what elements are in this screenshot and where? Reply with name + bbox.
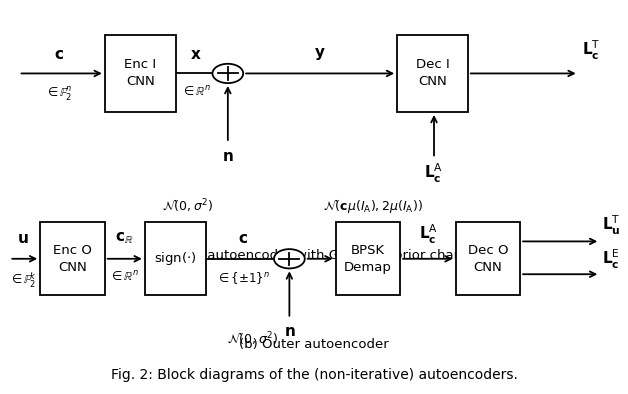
Text: $\mathcal{N}(\mathbf{c}\mu(I_{\mathrm{A}}),2\mu(I_{\mathrm{A}}))$: $\mathcal{N}(\mathbf{c}\mu(I_{\mathrm{A}… [323, 197, 423, 215]
Circle shape [212, 64, 243, 83]
Text: $\in\{\pm1\}^n$: $\in\{\pm1\}^n$ [215, 270, 269, 286]
Text: $\mathbf{y}$: $\mathbf{y}$ [315, 46, 326, 62]
Text: Enc O
CNN: Enc O CNN [53, 244, 92, 274]
Text: $\mathbf{c}$: $\mathbf{c}$ [53, 47, 63, 62]
Text: $\in\mathbb{F}_2^k$: $\in\mathbb{F}_2^k$ [9, 270, 36, 290]
Text: $\in\mathbb{F}_2^n$: $\in\mathbb{F}_2^n$ [45, 85, 72, 102]
Text: $\mathcal{N}(0,\sigma^2)$: $\mathcal{N}(0,\sigma^2)$ [227, 330, 278, 348]
FancyBboxPatch shape [105, 35, 176, 112]
Circle shape [274, 249, 305, 268]
Text: $\mathbf{L}_{\mathbf{c}}^{\mathrm{T}}$: $\mathbf{L}_{\mathbf{c}}^{\mathrm{T}}$ [582, 39, 600, 62]
Text: $\mathbf{u}$: $\mathbf{u}$ [17, 231, 29, 246]
FancyBboxPatch shape [145, 222, 207, 296]
Text: $\in\mathbb{R}^n$: $\in\mathbb{R}^n$ [109, 270, 139, 284]
FancyBboxPatch shape [40, 222, 105, 296]
Text: $\mathcal{N}(0,\sigma^2)$: $\mathcal{N}(0,\sigma^2)$ [162, 197, 214, 215]
Text: $\mathbf{L}_{\mathbf{c}}^{\mathrm{A}}$: $\mathbf{L}_{\mathbf{c}}^{\mathrm{A}}$ [419, 223, 438, 246]
Text: $\mathbf{L}_{\mathbf{c}}^{\mathrm{A}}$: $\mathbf{L}_{\mathbf{c}}^{\mathrm{A}}$ [425, 162, 443, 186]
Text: Dec I
CNN: Dec I CNN [416, 58, 450, 88]
Text: (a) Inner autoencoder with Gaussian prior channel: (a) Inner autoencoder with Gaussian prio… [146, 249, 482, 262]
Text: $\mathbf{L}_{\mathbf{u}}^{\mathrm{T}}$: $\mathbf{L}_{\mathbf{u}}^{\mathrm{T}}$ [602, 214, 620, 237]
Text: $\in\mathbb{R}^n$: $\in\mathbb{R}^n$ [181, 85, 211, 99]
Text: Dec O
CNN: Dec O CNN [468, 244, 508, 274]
Text: $\mathbf{n}$: $\mathbf{n}$ [284, 324, 295, 339]
Text: $\mathbf{x}$: $\mathbf{x}$ [190, 47, 202, 62]
Text: Fig. 2: Block diagrams of the (non-iterative) autoencoders.: Fig. 2: Block diagrams of the (non-itera… [111, 368, 517, 382]
Text: (b) Outer autoencoder: (b) Outer autoencoder [239, 338, 389, 351]
Text: $\mathbf{n}$: $\mathbf{n}$ [222, 149, 234, 164]
FancyBboxPatch shape [455, 222, 520, 296]
Text: $\mathbf{c}_{\mathbb{R}}$: $\mathbf{c}_{\mathbb{R}}$ [115, 231, 134, 246]
Text: Enc I
CNN: Enc I CNN [124, 58, 156, 88]
FancyBboxPatch shape [335, 222, 400, 296]
Text: sign($\cdot$): sign($\cdot$) [154, 250, 197, 267]
FancyBboxPatch shape [397, 35, 468, 112]
Text: $\mathbf{c}$: $\mathbf{c}$ [237, 231, 247, 246]
Text: BPSK
Demap: BPSK Demap [344, 244, 392, 274]
Text: $\mathbf{L}_{\mathbf{c}}^{\mathrm{E}}$: $\mathbf{L}_{\mathbf{c}}^{\mathrm{E}}$ [602, 248, 620, 271]
